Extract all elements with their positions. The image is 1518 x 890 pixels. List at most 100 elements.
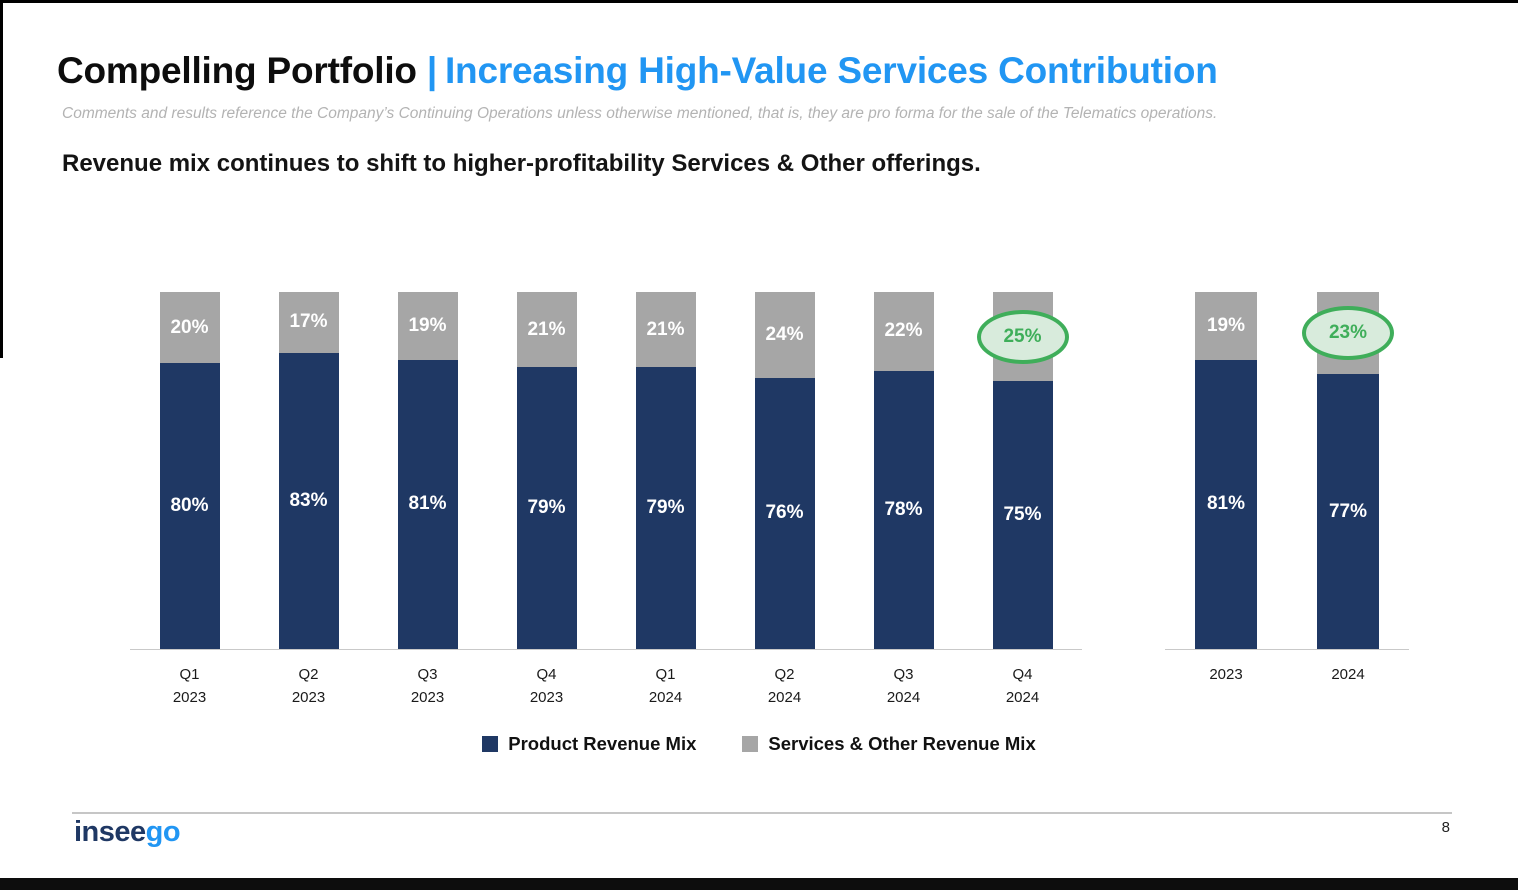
disclaimer-text: Comments and results reference the Compa… xyxy=(62,105,1218,122)
product-segment: 83% xyxy=(278,352,339,649)
services-value-label: 23% xyxy=(1328,322,1368,344)
product-value-label: 80% xyxy=(170,495,209,517)
stacked-bar: 19% 81% xyxy=(368,292,487,649)
services-value-label: 25% xyxy=(1003,325,1042,347)
x-axis-label-line: 2023 xyxy=(172,689,207,706)
bar: 21% 79% xyxy=(516,292,577,649)
stacked-bar: 25% 75% xyxy=(963,292,1082,649)
services-value-label: 24% xyxy=(765,323,804,345)
services-segment: 21% xyxy=(635,292,696,367)
title-main: Compelling Portfolio xyxy=(57,50,417,91)
top-border xyxy=(0,0,1518,3)
bar: 24% 76% xyxy=(754,292,815,649)
services-segment: 24% xyxy=(754,292,815,378)
x-axis-label-line: 2023 xyxy=(529,689,564,706)
stacked-bar: 24% 76% xyxy=(725,292,844,649)
bar: 19% 81% xyxy=(397,292,458,649)
highlight-ellipse xyxy=(1302,306,1394,361)
services-value-label: 21% xyxy=(646,318,685,340)
services-segment: 22% xyxy=(873,292,934,371)
x-axis-label-line: 2023 xyxy=(410,689,445,706)
product-segment: 79% xyxy=(516,366,577,649)
annual-x-axis: 2023 2024 xyxy=(1165,663,1409,686)
x-axis-label: 2024 xyxy=(1287,663,1409,686)
x-axis-label-line: Q3 xyxy=(417,666,438,683)
x-axis-label-line: Q1 xyxy=(655,666,676,683)
services-segment: 25% xyxy=(976,292,1069,382)
x-axis-label-line: Q2 xyxy=(774,666,795,683)
product-value-label: 83% xyxy=(289,489,328,511)
left-border xyxy=(0,0,3,358)
x-axis-label: Q2 2023 xyxy=(249,663,368,709)
services-value-label: 19% xyxy=(1206,314,1246,336)
product-segment: 81% xyxy=(397,359,458,649)
x-axis-label: 2023 xyxy=(1165,663,1287,686)
product-value-label: 75% xyxy=(1003,504,1042,526)
logo-text-insee: insee xyxy=(74,816,146,848)
title-separator: | xyxy=(426,50,437,91)
x-axis-label-line: 2024 xyxy=(1005,689,1040,706)
x-axis-label-line: 2024 xyxy=(767,689,802,706)
product-value-label: 79% xyxy=(527,496,566,518)
title-accent: Increasing High-Value Services Contribut… xyxy=(444,50,1218,91)
bottom-bar xyxy=(0,878,1518,890)
bar: 19% 81% xyxy=(1195,292,1257,649)
x-axis-label-line: Q3 xyxy=(893,666,914,683)
bar: 20% 80% xyxy=(159,292,220,649)
stacked-bar: 17% 83% xyxy=(249,292,368,649)
product-color-swatch xyxy=(482,736,499,752)
legend-item-product: Product Revenue Mix xyxy=(482,733,696,755)
page-number: 8 xyxy=(1441,819,1450,836)
services-segment: 21% xyxy=(516,292,577,367)
services-value-label: 17% xyxy=(289,311,328,333)
services-value-label: 19% xyxy=(408,314,447,336)
services-segment: 19% xyxy=(1195,292,1257,360)
services-value-label: 21% xyxy=(527,318,566,340)
product-value-label: 81% xyxy=(408,493,447,515)
services-segment: 23% xyxy=(1302,292,1394,375)
product-value-label: 78% xyxy=(884,498,923,520)
quarterly-bars-group: 20% 80% 17% 83% 19% 81% 21% 79% 21% 79% 24% 76% 22% 7… xyxy=(130,292,1082,709)
stacked-bar: 19% 81% xyxy=(1165,292,1287,649)
services-color-swatch xyxy=(742,736,759,752)
services-value-label: 20% xyxy=(170,316,209,338)
x-axis-label: Q1 2023 xyxy=(130,663,249,709)
highlight-ellipse xyxy=(976,309,1069,364)
stacked-bar: 22% 78% xyxy=(844,292,963,649)
x-axis-label: Q4 2024 xyxy=(963,663,1082,709)
bar: 22% 78% xyxy=(873,292,934,649)
x-axis-label-line: Q2 xyxy=(298,666,319,683)
services-segment: 20% xyxy=(159,292,220,364)
product-segment: 81% xyxy=(1195,359,1257,649)
slide-header: Compelling Portfolio | Increasing High-Val… xyxy=(57,50,1467,178)
x-axis-label: Q4 2023 xyxy=(487,663,606,709)
legend-label-product: Product Revenue Mix xyxy=(508,733,697,754)
legend-item-services: Services & Other Revenue Mix xyxy=(742,733,1036,755)
x-axis-label: Q2 2024 xyxy=(725,663,844,709)
product-segment: 75% xyxy=(992,381,1053,649)
legend-label-services: Services & Other Revenue Mix xyxy=(768,733,1036,754)
product-segment: 79% xyxy=(635,366,696,649)
x-axis-label-line: Q1 xyxy=(179,666,200,683)
x-axis-label: Q3 2023 xyxy=(368,663,487,709)
product-value-label: 77% xyxy=(1328,500,1368,522)
product-segment: 80% xyxy=(159,363,220,649)
stacked-bar: 23% 77% xyxy=(1287,292,1409,649)
x-axis-label-line: 2024 xyxy=(1331,666,1365,683)
slide-title: Compelling Portfolio | Increasing High-Val… xyxy=(57,50,1467,92)
x-axis-label-line: 2024 xyxy=(648,689,683,706)
product-value-label: 76% xyxy=(765,502,804,524)
x-axis-label: Q1 2024 xyxy=(606,663,725,709)
footer-divider xyxy=(72,812,1452,814)
services-segment: 19% xyxy=(397,292,458,360)
bar: 17% 83% xyxy=(278,292,339,649)
product-value-label: 79% xyxy=(646,496,685,518)
quarterly-bars: 20% 80% 17% 83% 19% 81% 21% 79% 21% 79% 24% 76% 22% 7… xyxy=(130,292,1082,650)
product-segment: 77% xyxy=(1317,374,1379,649)
stacked-bar: 21% 79% xyxy=(606,292,725,649)
x-axis-label-line: Q4 xyxy=(1012,666,1033,683)
bar: 21% 79% xyxy=(635,292,696,649)
bar: 25% 75% xyxy=(976,292,1069,649)
